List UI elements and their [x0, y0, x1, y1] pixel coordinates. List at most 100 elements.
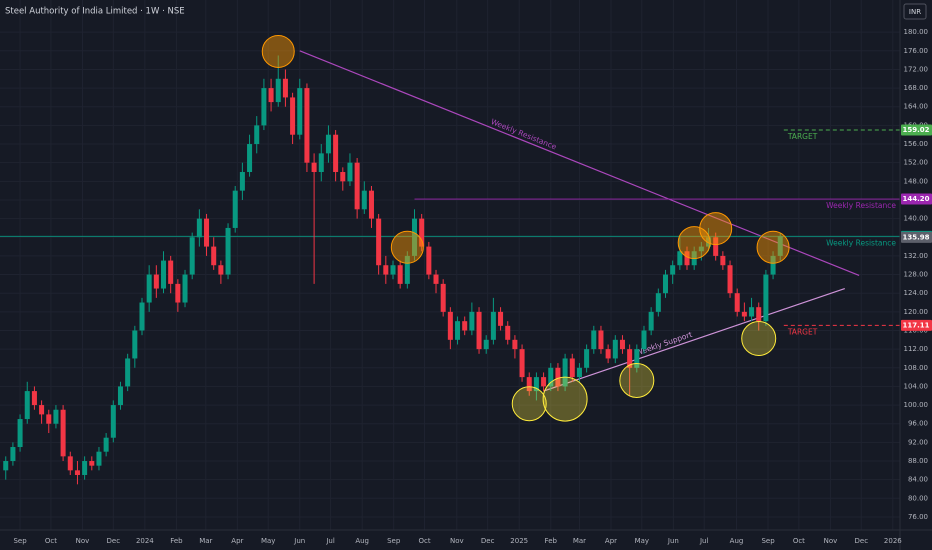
candle-body [204, 218, 210, 247]
level-text: TARGET [787, 327, 818, 336]
candle-body [605, 349, 611, 359]
candle-body [290, 97, 296, 135]
candle-body [720, 255, 726, 266]
candle-body [612, 339, 618, 359]
highlight-circle [542, 376, 588, 422]
y-tick-label: 172.00 [904, 65, 929, 73]
x-tick-label: Oct [793, 537, 805, 545]
candle-body [354, 162, 360, 210]
highlight-circle [699, 212, 733, 246]
candle-body [110, 405, 116, 438]
candle-body [598, 330, 604, 350]
price-label-box [901, 231, 932, 243]
candle-body [677, 251, 683, 266]
candle-body [24, 391, 30, 420]
candle-body [440, 283, 446, 312]
candle-body [698, 246, 704, 252]
candle-body [505, 325, 511, 340]
y-tick-label: 100.00 [904, 401, 929, 409]
price-label-box [901, 193, 932, 205]
level-text: Weekly Resistance [826, 238, 896, 247]
x-tick-label: Dec [855, 537, 869, 545]
x-tick-label: Nov [450, 537, 464, 545]
candle-body [541, 377, 547, 387]
candle-body [3, 461, 9, 471]
candle-body [548, 367, 554, 387]
candle-body [103, 437, 109, 452]
x-tick-label: 2026 [884, 537, 902, 545]
candle-body [555, 367, 561, 387]
y-tick-label: 132.00 [904, 252, 929, 260]
candle-body [777, 236, 783, 256]
x-tick-label: Dec [107, 537, 121, 545]
candle-body [168, 260, 174, 284]
price-label: 144.20 [902, 195, 929, 203]
y-tick-label: 80.00 [908, 494, 928, 502]
y-tick-label: 84.00 [908, 476, 928, 484]
highlight-circle [390, 230, 424, 264]
x-tick-label: Apr [605, 537, 617, 545]
candle-body [232, 190, 238, 228]
price-label: 135.98 [902, 233, 929, 241]
candle-body [483, 339, 489, 350]
candle-body [383, 265, 389, 275]
candle-body [333, 134, 339, 173]
candle-body [247, 144, 253, 173]
x-tick-label: Sep [13, 537, 27, 545]
trendline [299, 50, 860, 277]
highlight-circle [261, 34, 295, 68]
candle-body [160, 260, 167, 289]
x-tick-label: May [635, 537, 649, 545]
candle-body [741, 311, 747, 317]
y-tick-label: 148.00 [904, 177, 929, 185]
y-tick-label: 164.00 [904, 103, 929, 111]
x-tick-label: Mar [199, 537, 212, 545]
candle-body [139, 302, 145, 331]
x-tick-label: Jul [699, 537, 709, 545]
level-text: Weekly Resistance [826, 201, 896, 210]
x-tick-label: Oct [45, 537, 57, 545]
candle-body [31, 391, 37, 406]
candle-body [498, 311, 504, 326]
x-tick-label: Oct [418, 537, 430, 545]
x-tick-label: Sep [761, 537, 775, 545]
x-tick-label: Aug [355, 537, 369, 545]
y-tick-label: 180.00 [904, 28, 929, 36]
candle-body [426, 246, 432, 275]
y-tick-label: 104.00 [904, 382, 929, 390]
y-tick-label: 92.00 [908, 438, 928, 446]
x-tick-label: Feb [545, 537, 558, 545]
level-text: TARGET [787, 132, 818, 141]
price-label-box [901, 124, 932, 136]
candle-body [713, 237, 719, 256]
candle-body [218, 265, 224, 275]
currency-button[interactable] [903, 3, 927, 20]
currency-label[interactable]: INR [909, 8, 921, 16]
y-tick-label: 176.00 [904, 47, 929, 55]
x-tick-label: Jun [293, 537, 305, 545]
x-tick-label: Nov [76, 537, 90, 545]
candle-body [512, 339, 518, 350]
candle-body [756, 307, 762, 322]
trendline [543, 287, 845, 392]
highlight-circle [511, 386, 547, 422]
candle-body [146, 274, 152, 303]
candle-body [368, 190, 374, 219]
candle-body [706, 237, 712, 247]
y-tick-label: 128.00 [904, 271, 929, 279]
chart-title: Steel Authority of India Limited · 1W · … [5, 7, 185, 17]
candle-body [318, 153, 324, 173]
candle-body [67, 456, 73, 471]
candle-body [225, 227, 231, 275]
candle-body [82, 461, 88, 475]
candle-body [662, 274, 669, 294]
candle-body [569, 358, 575, 378]
candle-body [447, 311, 453, 340]
x-tick-label: Jul [325, 537, 335, 545]
axes: 76.00 80.00 84.00 88.00 92.00 96.00 100.00 104.… [13, 28, 932, 545]
y-tick-label: 96.00 [908, 420, 928, 428]
candle-body [648, 311, 654, 331]
candle-body [275, 78, 281, 103]
candle-body [39, 405, 45, 415]
